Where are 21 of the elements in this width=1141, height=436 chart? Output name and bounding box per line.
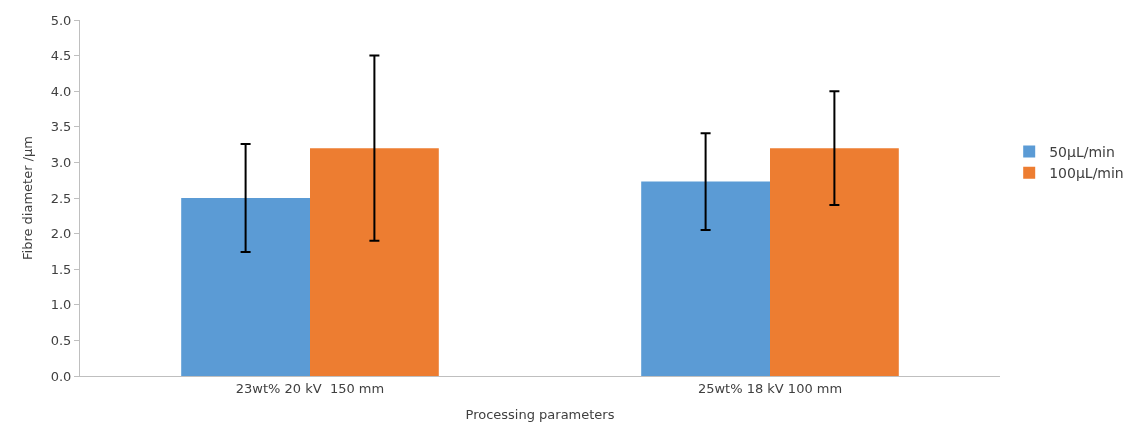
y-tick-label: 4.0 [50, 83, 72, 99]
x-axis-title: Processing parameters [465, 407, 615, 423]
y-tick-label: 2.5 [50, 190, 72, 206]
bar [770, 148, 899, 376]
y-tick-label: 1.5 [50, 261, 72, 277]
y-tick-label: 3.5 [50, 119, 72, 135]
bar [181, 198, 310, 376]
y-tick-label: 4.5 [50, 48, 72, 64]
x-tick-label: 25wt% 18 kV 100 mm [697, 380, 843, 396]
y-axis-title: Fibre diameter /µm [19, 136, 35, 260]
x-tick-label: 23wt% 20 kV 150 mm [235, 380, 385, 396]
y-tick-label: 0.5 [50, 332, 72, 348]
legend-label: 50µL/min [1049, 143, 1115, 160]
y-tick-label: 5.0 [50, 12, 72, 28]
y-tick-label: 3.0 [50, 154, 72, 170]
bar [310, 148, 439, 376]
legend-label: 100µL/min [1049, 165, 1124, 182]
y-tick-label: 1.0 [50, 297, 72, 313]
y-tick-label: 2.0 [50, 226, 72, 242]
bar [641, 181, 770, 376]
y-tick-label: 0.0 [50, 368, 72, 384]
